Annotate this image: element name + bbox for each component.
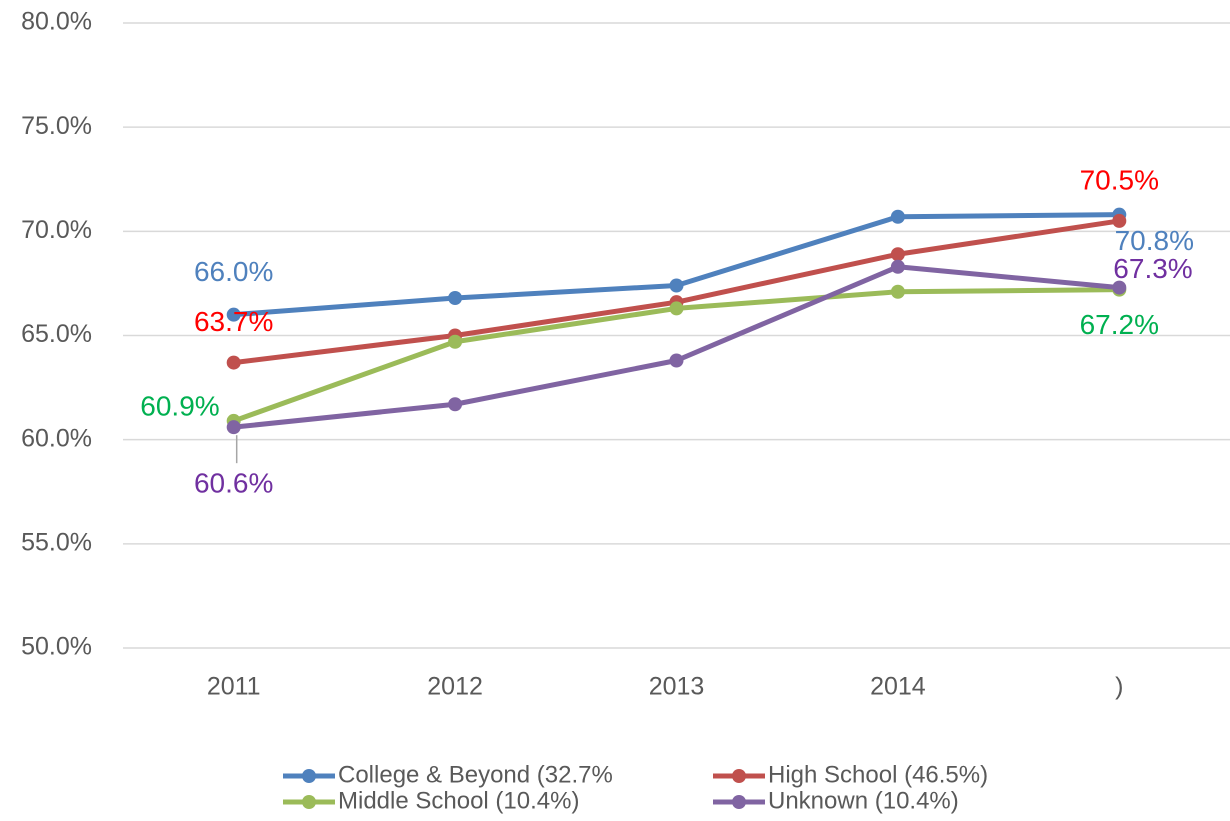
point-marker xyxy=(448,334,463,349)
y-tick-label: 80.0% xyxy=(21,8,92,36)
point-marker xyxy=(669,353,684,368)
point-marker xyxy=(226,355,241,370)
point-marker xyxy=(890,284,905,299)
data-label: 70.5% xyxy=(1080,164,1159,195)
legend-marker xyxy=(302,795,316,809)
point-marker xyxy=(669,301,684,316)
legend-label: Middle School (10.4%) xyxy=(338,787,579,814)
x-tick-label: 2011 xyxy=(207,673,261,701)
data-label: 70.8% xyxy=(1115,225,1194,256)
point-marker xyxy=(1112,280,1127,295)
point-marker xyxy=(890,209,905,224)
legend-label: Unknown (10.4%) xyxy=(768,787,959,814)
data-label: 60.6% xyxy=(194,468,273,499)
y-tick-label: 65.0% xyxy=(21,320,92,348)
data-label: 63.7% xyxy=(194,306,273,337)
data-label: 66.0% xyxy=(194,256,273,287)
x-tick-label: 2014 xyxy=(870,673,926,701)
y-tick-label: 75.0% xyxy=(21,112,92,140)
point-marker xyxy=(890,247,905,262)
y-tick-label: 70.0% xyxy=(21,216,92,244)
legend-label: College & Beyond (32.7% xyxy=(338,761,613,788)
point-marker xyxy=(448,397,463,412)
y-tick-label: 55.0% xyxy=(21,528,92,556)
x-tick-label: ) xyxy=(1115,673,1123,701)
legend-marker xyxy=(302,769,316,783)
legend-marker xyxy=(732,795,746,809)
data-label: 67.2% xyxy=(1080,309,1159,340)
point-marker xyxy=(890,259,905,274)
legend-marker xyxy=(732,769,746,783)
point-marker xyxy=(226,307,241,322)
x-tick-label: 2012 xyxy=(427,673,483,701)
y-tick-label: 50.0% xyxy=(21,633,92,661)
point-marker xyxy=(226,420,241,435)
point-marker xyxy=(1112,213,1127,228)
data-label: 67.3% xyxy=(1113,253,1192,284)
legend-label: High School (46.5%) xyxy=(768,761,988,788)
x-tick-label: 2013 xyxy=(649,673,705,701)
point-marker xyxy=(448,291,463,305)
point-marker xyxy=(669,278,684,293)
y-tick-label: 60.0% xyxy=(21,424,92,452)
data-label: 60.9% xyxy=(140,390,219,421)
